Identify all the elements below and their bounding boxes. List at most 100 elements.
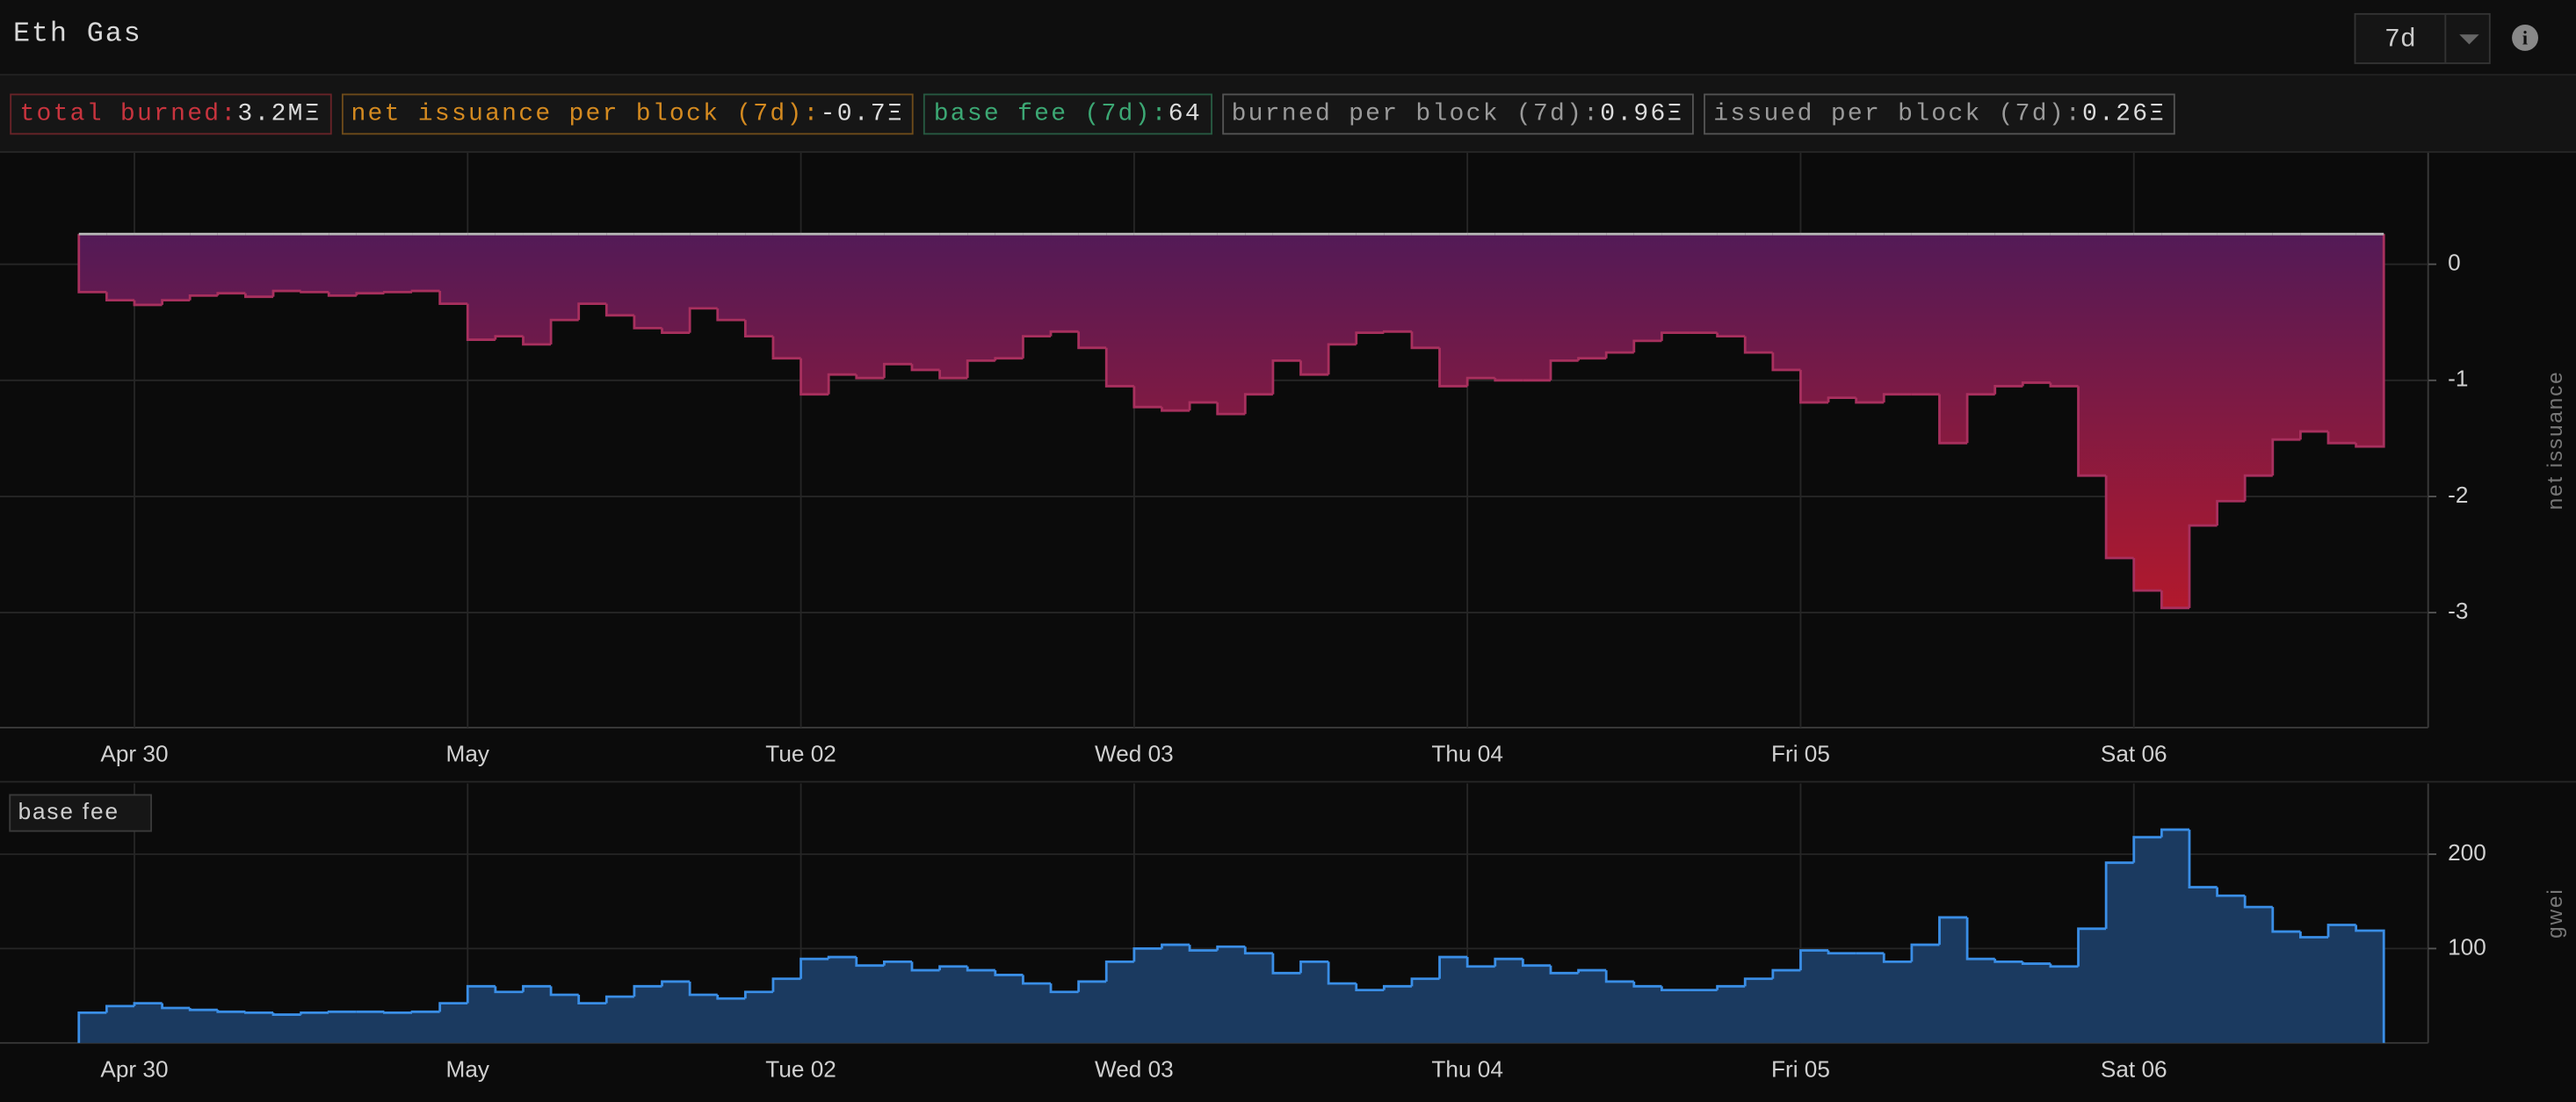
area-step [606,997,635,1043]
step-line [161,299,191,305]
area-step [2022,963,2051,1043]
area-step [2300,234,2329,431]
step-line [1382,984,1412,990]
area-step [273,234,302,292]
area-step [1523,965,1552,1043]
area-step [911,970,941,1043]
area-step [1328,234,1357,344]
area-step [1133,948,1163,1043]
area-step [1023,234,1052,337]
step-line [244,293,274,299]
step-line [1494,957,1523,967]
step-line [577,994,607,1005]
area-step [1772,970,1802,1043]
step-line [2355,234,2385,448]
range-label[interactable]: 7d [2384,25,2416,54]
stat: burned per block (7d):0.96Ξ [1221,92,1694,134]
area-step [1828,234,1857,398]
area-step [1578,970,1607,1043]
x-tick-label: Thu 04 [1431,741,1502,767]
area-step [662,981,691,1043]
area-step [1272,973,1302,1043]
step-line [383,290,413,294]
area-step [662,234,691,333]
step-line [1132,386,1162,409]
step-line [1077,331,1107,350]
area-step [2161,830,2190,1043]
step-line [1299,961,1329,974]
area-step [106,1005,135,1043]
step-line [661,328,691,335]
step-line [2049,382,2079,388]
area-step [523,986,552,1043]
area-step [78,234,108,293]
step-line [133,1002,163,1006]
info-icon[interactable]: i [2512,25,2538,51]
step-line [1521,959,1551,968]
range-select[interactable]: 7d [2354,12,2491,64]
area-step [2078,928,2107,1043]
area-step [800,959,829,1043]
area-step [356,234,386,294]
step-line [271,289,301,297]
step-line [300,1011,329,1015]
step-line [1410,977,1440,987]
step-line [1104,347,1134,388]
area-step [1356,990,1386,1043]
step-line [1465,376,1495,387]
legend-box [9,794,152,832]
area-step [162,1008,191,1043]
step-line [994,357,1024,361]
x-tick-label: May [446,1055,490,1082]
area-step [1856,234,1885,402]
area-step [717,998,747,1043]
area-step [1884,961,1913,1043]
stats-bar: total burned:3.2MΞ net issuance per block… [0,75,2576,153]
step-line [438,291,468,305]
step-line [105,292,134,302]
step-line [1965,917,1995,961]
step-line [1938,916,1968,946]
dropdown-arrow[interactable] [2459,34,2479,45]
step-line [1049,330,1079,337]
stat-label: issued per block (7d): [1713,99,2082,127]
x-tick-label: Thu 04 [1431,1055,1502,1082]
x-tick-label: Tue 02 [765,741,836,767]
stat-label: total burned: [19,99,238,127]
area-step [1939,917,1968,1043]
area-step [495,991,525,1043]
step-line [661,980,691,987]
step-line [1132,946,1162,962]
stat-label: burned per block (7d): [1231,99,1601,127]
area-step [1494,234,1524,381]
step-line [244,1011,274,1014]
step-line [1577,968,1607,974]
step-line [188,1008,218,1011]
step-line [494,986,524,994]
area-step [1550,973,1580,1043]
stat: issued per block (7d):0.26Ξ [1704,92,2176,134]
stat-value: -0.7Ξ [820,99,905,127]
step-line [2298,430,2329,440]
step-line [1632,339,1662,353]
step-line [2243,895,2273,909]
step-line [938,965,968,971]
step-line [1799,949,1829,971]
step-line [1243,393,1273,415]
step-line [410,289,440,293]
area-step [384,234,413,293]
y-tick-label: -1 [2448,366,2468,392]
step-line [1022,975,1052,985]
area-step [1606,234,1635,353]
step-line [1271,359,1301,395]
stat: net issuance per block (7d):-0.7Ξ [341,92,915,134]
area-step [1078,981,1108,1043]
panel-title: Eth Gas [12,19,142,51]
area-step [1967,234,1996,395]
area-step [690,994,719,1043]
area-step [1967,959,1996,1043]
step-line [1994,385,2023,395]
area-step [134,1003,163,1043]
step-line [300,290,329,294]
